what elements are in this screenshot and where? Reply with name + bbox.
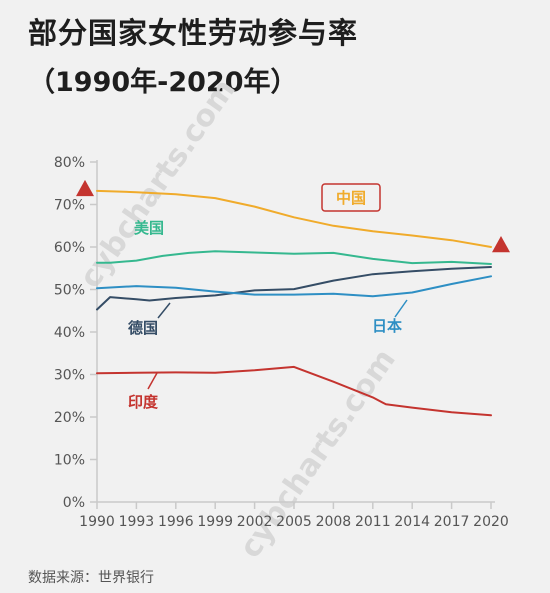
watermarks: cybcharts.com cybcharts.com bbox=[73, 73, 403, 560]
series-line-germany bbox=[96, 266, 492, 311]
series-line-china bbox=[96, 189, 492, 248]
y-axis: 0% 10% 20% 30% 40% 50% 60% 70% 80% bbox=[54, 155, 98, 511]
y-tick-label: 70% bbox=[54, 198, 85, 214]
y-tick-label: 50% bbox=[54, 283, 85, 299]
x-tick-label: 1990 bbox=[79, 514, 115, 530]
japan-leader-line bbox=[394, 299, 408, 318]
x-tick-label: 2020 bbox=[473, 514, 509, 530]
x-tick-label: 2008 bbox=[316, 514, 352, 530]
x-tick-label: 2002 bbox=[237, 514, 273, 530]
x-tick-label: 1999 bbox=[197, 514, 233, 530]
y-tick-label: 30% bbox=[54, 368, 85, 384]
y-tick-label: 60% bbox=[54, 240, 85, 256]
line-chart: cybcharts.com cybcharts.com 0% 10% 20% 30% 4… bbox=[54, 73, 510, 560]
germany-leader-line bbox=[157, 302, 171, 319]
series-label-usa: 美国 bbox=[134, 219, 164, 237]
y-tick-label: 20% bbox=[54, 410, 85, 426]
y-tick-label: 0% bbox=[63, 495, 85, 511]
series-label-india: 印度 bbox=[128, 393, 159, 411]
watermark-logo: cybcharts.com bbox=[73, 73, 243, 295]
series-line-india bbox=[96, 365, 492, 417]
triangle-marker bbox=[76, 179, 94, 197]
series-label-japan: 日本 bbox=[372, 317, 402, 335]
x-tick-label: 1993 bbox=[119, 514, 155, 530]
y-tick-label: 80% bbox=[54, 155, 85, 171]
x-tick-label: 2005 bbox=[276, 514, 312, 530]
triangle-marker bbox=[492, 236, 510, 253]
series-line-usa bbox=[96, 250, 492, 265]
x-tick-label: 2017 bbox=[434, 514, 470, 530]
india-leader-line bbox=[147, 372, 158, 390]
chart-subtitle: （1990年-2020年） bbox=[28, 67, 298, 98]
china-label-box bbox=[321, 183, 381, 212]
series-line-japan bbox=[96, 275, 492, 298]
series-label-germany: 德国 bbox=[128, 319, 158, 337]
x-tick-label: 2011 bbox=[355, 514, 391, 530]
x-tick-label: 2014 bbox=[394, 514, 430, 530]
series-label-china: 中国 bbox=[336, 189, 366, 207]
series-labels: 中国 美国 德国 日本 印度 bbox=[128, 183, 408, 411]
y-tick-label: 40% bbox=[54, 325, 85, 341]
series-layer bbox=[96, 189, 492, 417]
x-tick-label: 1996 bbox=[158, 514, 194, 530]
data-source: 数据来源：世界银行 bbox=[28, 570, 154, 586]
chart-title: 部分国家女性劳动参与率 bbox=[28, 16, 359, 50]
y-tick-label: 10% bbox=[54, 453, 85, 469]
x-axis: 1990 1993 1996 1999 2002 2005 2008 2011 2014 2017… bbox=[79, 501, 509, 530]
marker-layer bbox=[76, 179, 510, 253]
